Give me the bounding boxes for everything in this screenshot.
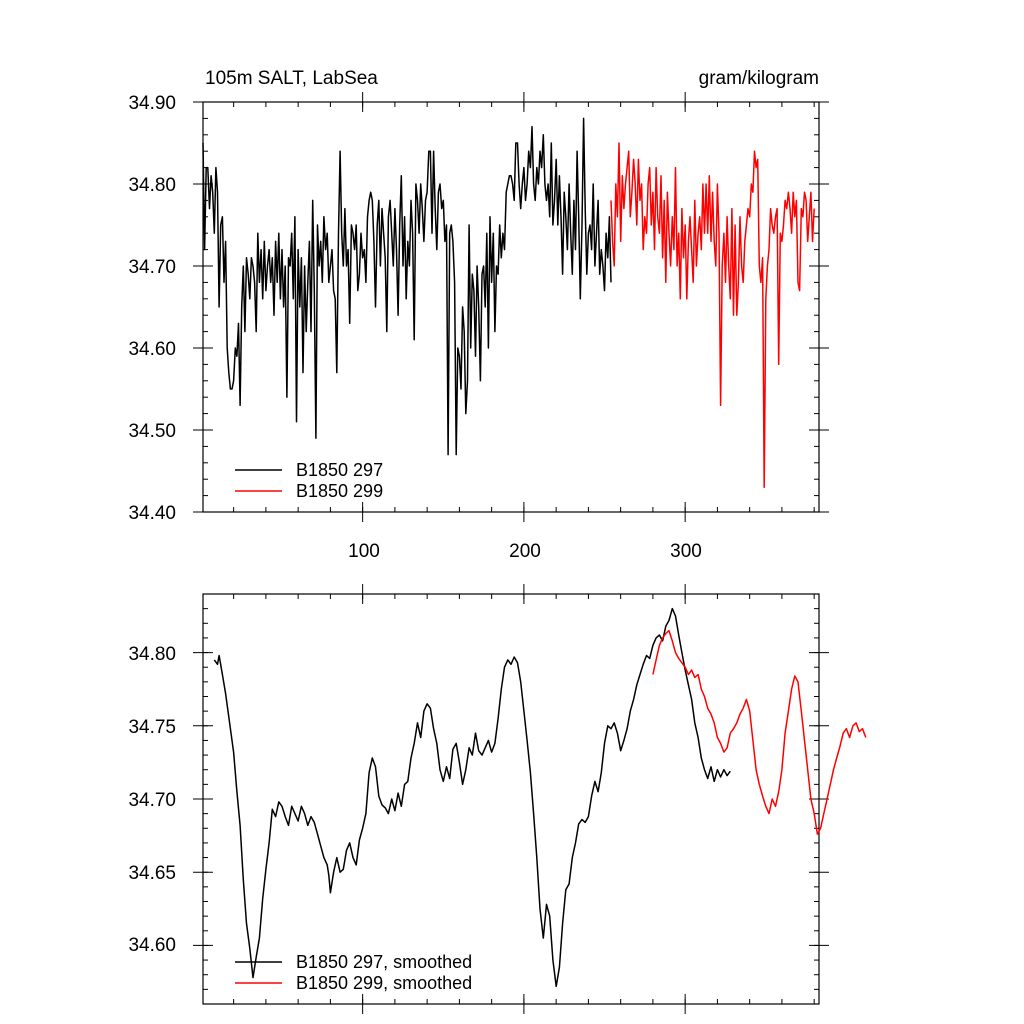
top-series-line-299 <box>610 142 815 489</box>
top-y-tick-label-3: 34.70 <box>128 257 176 278</box>
bottom-y-tick-label-2: 34.70 <box>128 790 176 811</box>
bottom-series-lines <box>213 607 867 988</box>
top-series-lines <box>202 117 815 489</box>
top-x-axis: 100 200 300 <box>348 541 702 562</box>
top-tick-marks <box>193 92 829 522</box>
bottom-y-tick-label-1: 34.65 <box>128 863 176 884</box>
bottom-legend-label-297: B1850 297, smoothed <box>296 952 472 972</box>
bottom-series-line-299 <box>652 629 867 835</box>
top-x-tick-label-100: 100 <box>348 541 380 562</box>
top-x-tick-label-200: 200 <box>509 541 541 562</box>
top-legend-label-299: B1850 299 <box>296 481 383 501</box>
top-y-tick-label-5: 34.90 <box>128 93 176 114</box>
bottom-panel: 34.60 34.65 34.70 34.75 34.80 B1850 297,… <box>128 584 867 1014</box>
top-y-axis: 34.40 34.50 34.60 34.70 34.80 34.90 <box>128 93 176 524</box>
bottom-y-tick-label-0: 34.60 <box>128 935 176 956</box>
top-legend-label-297: B1850 297 <box>296 460 383 480</box>
top-chart-title: 105m SALT, LabSea <box>205 68 378 89</box>
top-y-tick-label-1: 34.50 <box>128 421 176 442</box>
bottom-y-tick-label-3: 34.75 <box>128 717 176 738</box>
top-chart-units: gram/kilogram <box>699 68 819 89</box>
bottom-series-line-297 <box>213 607 731 988</box>
bottom-y-tick-label-4: 34.80 <box>128 644 176 665</box>
bottom-legend-label-299: B1850 299, smoothed <box>296 973 472 993</box>
top-y-tick-label-0: 34.40 <box>128 503 176 524</box>
top-x-tick-label-300: 300 <box>670 541 702 562</box>
bottom-legend: B1850 297, smoothed B1850 299, smoothed <box>235 952 472 993</box>
top-legend: B1850 297 B1850 299 <box>235 460 383 501</box>
top-panel: 105m SALT, LabSea gram/kilogram 34.40 34… <box>128 68 829 562</box>
top-series-line-297 <box>202 117 612 456</box>
top-plot-frame <box>202 101 820 513</box>
bottom-tick-marks <box>193 584 829 1014</box>
top-y-tick-label-4: 34.80 <box>128 175 176 196</box>
bottom-plot-frame <box>202 593 820 1005</box>
top-y-tick-label-2: 34.60 <box>128 339 176 360</box>
bottom-y-axis: 34.60 34.65 34.70 34.75 34.80 <box>128 644 176 956</box>
